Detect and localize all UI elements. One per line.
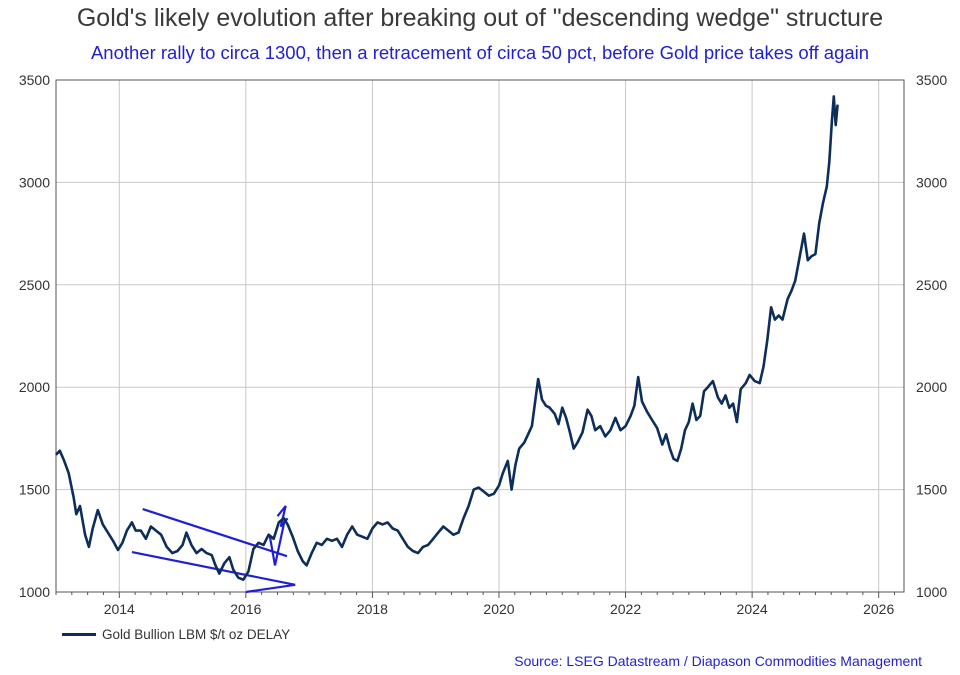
y-tick-label: 2000 [19, 379, 50, 395]
x-tick-label: 2022 [610, 601, 641, 617]
x-tick-label: 2016 [230, 601, 261, 617]
y-tick-label: 3500 [916, 72, 947, 88]
grid-lines [55, 79, 904, 598]
y-tick-label: 2500 [19, 277, 50, 293]
y-tick-labels-left: 1000 1500 2000 2500 3000 3500 [19, 72, 50, 600]
chart-subtitle: Another rally to circa 1300, then a retr… [90, 42, 870, 63]
wedge-line [142, 508, 288, 558]
x-tick-label: 2020 [483, 601, 514, 617]
wedge-line [245, 583, 296, 594]
y-tick-label: 1000 [19, 584, 50, 600]
x-tick-labels: 2014 2016 2018 2020 2022 2024 2026 [104, 601, 895, 617]
x-tick-label: 2014 [104, 601, 135, 617]
gold-price-line [55, 95, 839, 582]
y-tick-label: 3000 [19, 174, 50, 190]
legend-label: Gold Bullion LBM $/t oz DELAY [102, 627, 291, 642]
x-tick-label: 2024 [737, 601, 768, 617]
y-tick-label: 1500 [916, 482, 947, 498]
x-tick-label: 2018 [357, 601, 388, 617]
wedge-annotations [131, 505, 296, 594]
source-note: Source: LSEG Datastream / Diapason Commo… [514, 653, 922, 669]
chart-title: Gold's likely evolution after breaking o… [76, 4, 884, 32]
y-tick-labels-right: 1000 1500 2000 2500 3000 3500 [916, 72, 947, 600]
y-tick-label: 1000 [916, 584, 947, 600]
plot-frame [55, 79, 905, 593]
legend: Gold Bullion LBM $/t oz DELAY [62, 627, 290, 642]
y-tick-label: 2000 [916, 379, 947, 395]
x-tick-label: 2026 [863, 601, 894, 617]
wedge-line [131, 550, 296, 586]
legend-swatch [62, 633, 96, 636]
y-tick-label: 3000 [916, 174, 947, 190]
y-tick-label: 3500 [19, 72, 50, 88]
y-tick-label: 2500 [916, 277, 947, 293]
series-layer [55, 95, 839, 582]
projection-path [268, 518, 287, 566]
y-tick-label: 1500 [19, 482, 50, 498]
